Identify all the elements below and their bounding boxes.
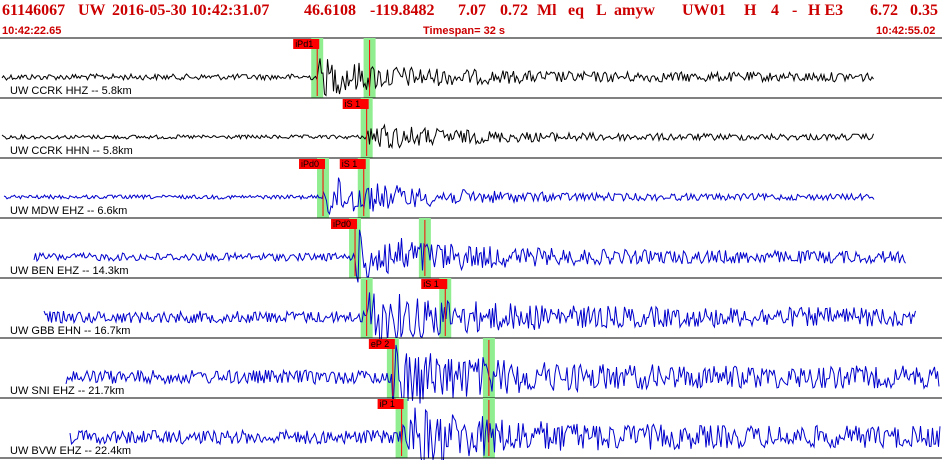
pick-label: iP 1 [380, 399, 395, 409]
event-rms: 6.72 [870, 2, 898, 19]
pick-label: iS 1 [345, 99, 361, 109]
station-label: UW SNI EHZ -- 21.7km [10, 385, 124, 397]
waveform-trace [69, 407, 941, 460]
start-time: 10:42:22.65 [2, 25, 62, 37]
trace-row[interactable]: iS 1 UW CCRK HHN -- 5.8km [0, 98, 942, 159]
waveform-trace [65, 344, 940, 409]
pick-label: iS 1 [423, 279, 439, 289]
event-type: eq [568, 2, 584, 19]
pick-flag[interactable] [421, 279, 448, 289]
trace-row[interactable]: iP 1 UW BVW EHZ -- 22.4km [0, 398, 942, 460]
pick-flag[interactable] [299, 159, 326, 169]
station-label: UW MDW EHZ -- 6.6km [10, 205, 127, 217]
event-class: L [596, 2, 607, 19]
event-dash: - [792, 2, 798, 19]
waveform-trace [1, 123, 874, 150]
trace-row[interactable]: iS 1 UW GBB EHN -- 16.7km [0, 278, 942, 345]
event-network: UW [78, 2, 106, 19]
waveform-trace [3, 177, 875, 216]
pick-flag[interactable] [377, 399, 404, 409]
end-time: 10:42:55.02 [876, 25, 936, 37]
event-latitude: 46.6108 [304, 2, 356, 19]
trace-row[interactable]: iPd0 UW BEN EHZ -- 14.3km [0, 218, 942, 283]
pick-flag[interactable] [342, 99, 369, 109]
pick-label: iPd0 [301, 159, 319, 169]
event-num-stations: 4 [771, 2, 779, 19]
pick-label: iPd0 [333, 219, 351, 229]
event-err: 0.35 [910, 2, 938, 19]
event-summary-header: 61146067 UW 2016-05-30 10:42:31.07 46.61… [0, 0, 942, 22]
pick-label: iS 1 [342, 159, 358, 169]
timespan-bar: 10:42:22.65 Timespan= 32 s 10:42:55.02 [0, 24, 942, 38]
trace-row[interactable]: iPd0 iS 1 UW MDW EHZ -- 6.6km [0, 158, 942, 219]
timespan-label: Timespan= 32 s [423, 25, 506, 37]
event-quality-code: H [744, 2, 757, 19]
station-label: UW CCRK HHN -- 5.8km [10, 145, 133, 157]
pick-flag[interactable] [339, 159, 366, 169]
event-analyst: amyw [614, 2, 655, 19]
station-label: UW CCRK HHZ -- 5.8km [10, 85, 132, 97]
waveform-trace [43, 292, 916, 345]
event-id: 61146067 [2, 2, 66, 19]
pick-flag[interactable] [368, 339, 395, 349]
waveform-trace [33, 229, 906, 283]
event-magnitude: 0.72 [500, 2, 528, 19]
station-label: UW BEN EHZ -- 14.3km [10, 265, 129, 277]
event-mag-type: Ml [537, 2, 557, 19]
pick-label: eP 2 [371, 339, 389, 349]
station-label: UW GBB EHN -- 16.7km [10, 325, 130, 337]
pick-flag[interactable] [293, 39, 320, 49]
trace-row[interactable]: eP 2 UW SNI EHZ -- 21.7km [0, 338, 942, 409]
station-label: UW BVW EHZ -- 22.4km [10, 445, 131, 457]
pick-flag[interactable] [331, 219, 358, 229]
event-network-code: UW [682, 2, 710, 19]
event-version: 01 [710, 2, 726, 19]
trace-row[interactable]: iPd1 UW CCRK HHZ -- 5.8km [0, 38, 942, 99]
event-datetime: 2016-05-30 10:42:31.07 [112, 2, 270, 19]
pick-label: iPd1 [295, 39, 313, 49]
event-longitude: -119.8482 [370, 2, 435, 19]
event-depth: 7.07 [458, 2, 486, 19]
event-quality-flag: H E3 [808, 2, 844, 19]
waveform-trace [1, 58, 874, 97]
